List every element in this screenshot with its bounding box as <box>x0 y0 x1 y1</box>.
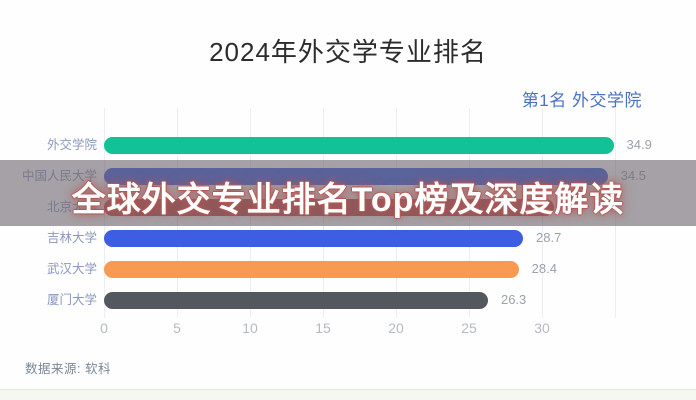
x-axis-tick-label: 30 <box>534 320 550 336</box>
x-axis-tick-label: 5 <box>173 320 181 336</box>
category-label: 武汉大学 <box>46 262 97 276</box>
x-axis-tick-label: 0 <box>100 320 108 336</box>
value-label: 26.3 <box>500 292 527 307</box>
value-label: 28.4 <box>531 261 557 276</box>
category-label: 外交学院 <box>46 138 97 152</box>
x-axis-tick-label: 15 <box>315 320 331 336</box>
data-source: 数据来源: 软科 <box>25 362 111 376</box>
value-label: 34.9 <box>626 137 652 152</box>
bar <box>104 260 519 278</box>
x-axis-tick-label: 10 <box>242 320 258 336</box>
bar <box>104 291 488 309</box>
headline-banner: 全球外交专业排名Top榜及深度解读 <box>0 160 696 226</box>
next-card-edge <box>0 389 696 400</box>
page-title: 2024年外交学专业排名 <box>209 37 487 67</box>
bar <box>104 136 614 154</box>
category-label: 吉林大学 <box>46 231 97 245</box>
category-label: 厦门大学 <box>46 293 97 307</box>
bar <box>104 229 524 247</box>
x-axis-tick-label: 25 <box>461 320 477 336</box>
x-axis-tick-label: 20 <box>388 320 404 336</box>
headline-banner-text: 全球外交专业排名Top榜及深度解读 <box>71 181 625 219</box>
value-label: 28.7 <box>536 230 562 245</box>
rank-highlight-label: 第1名 外交学院 <box>521 91 642 110</box>
